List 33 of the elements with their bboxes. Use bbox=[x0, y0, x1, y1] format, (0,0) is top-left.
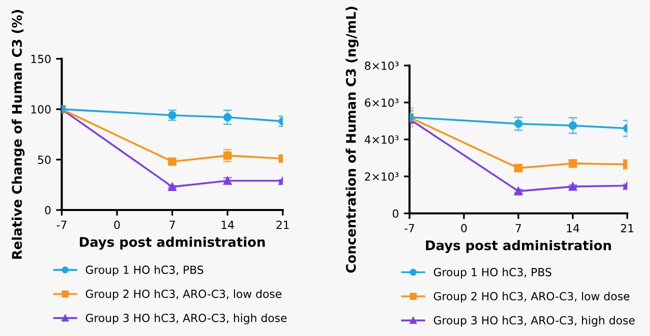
legend-label: Group 2 HO hC3, ARO-C3, low dose bbox=[434, 292, 630, 303]
y-tick-label: 2×10³ bbox=[364, 172, 399, 181]
x-tick-label: 0 bbox=[461, 224, 467, 232]
x-tick-label: 21 bbox=[276, 220, 289, 229]
legend-label: Group 1 HO hC3, PBS bbox=[86, 265, 204, 276]
y-tick-label: 100 bbox=[31, 105, 51, 114]
y-tick-label: 150 bbox=[31, 54, 51, 64]
x-tick-label: 21 bbox=[620, 224, 634, 232]
point bbox=[223, 151, 232, 160]
x-tick-label: -7 bbox=[56, 220, 66, 229]
x-tick-label: 14 bbox=[222, 220, 234, 229]
y-tick-label: 0 bbox=[44, 206, 51, 214]
y-tick-label: 50 bbox=[38, 156, 51, 164]
y-tick-label: 4×10³ bbox=[364, 135, 399, 144]
y-tick-label: 0 bbox=[392, 209, 398, 218]
x-tick-label: 0 bbox=[114, 220, 120, 230]
y-tick-label: 8×10³ bbox=[364, 61, 399, 70]
x-tick-label: -7 bbox=[404, 224, 414, 232]
y-axis-title: Concentration of Human C3 (ng/mL) bbox=[346, 6, 359, 273]
point bbox=[514, 164, 523, 172]
point bbox=[168, 182, 176, 191]
x-tick-label: 7 bbox=[516, 224, 521, 232]
x-axis-title: Days post administration bbox=[80, 236, 265, 250]
legend-label: Group 3 HO hC3, ARO-C3, high dose bbox=[434, 316, 635, 327]
x-tick-label: 14 bbox=[566, 224, 580, 232]
y-tick-label: 6×10³ bbox=[364, 98, 399, 107]
legend-label: Group 3 HO hC3, ARO-C3, high dose bbox=[86, 314, 287, 324]
point bbox=[168, 157, 176, 166]
legend-label: Group 1 HO hC3, PBS bbox=[434, 268, 552, 278]
y-axis-title: Relative Change of Human C3 (%) bbox=[12, 10, 25, 259]
x-tick-label: 7 bbox=[170, 220, 175, 229]
legend-label: Group 2 HO hC3, ARO-C3, low dose bbox=[86, 289, 282, 300]
x-axis-title: Days post administration bbox=[426, 240, 611, 253]
